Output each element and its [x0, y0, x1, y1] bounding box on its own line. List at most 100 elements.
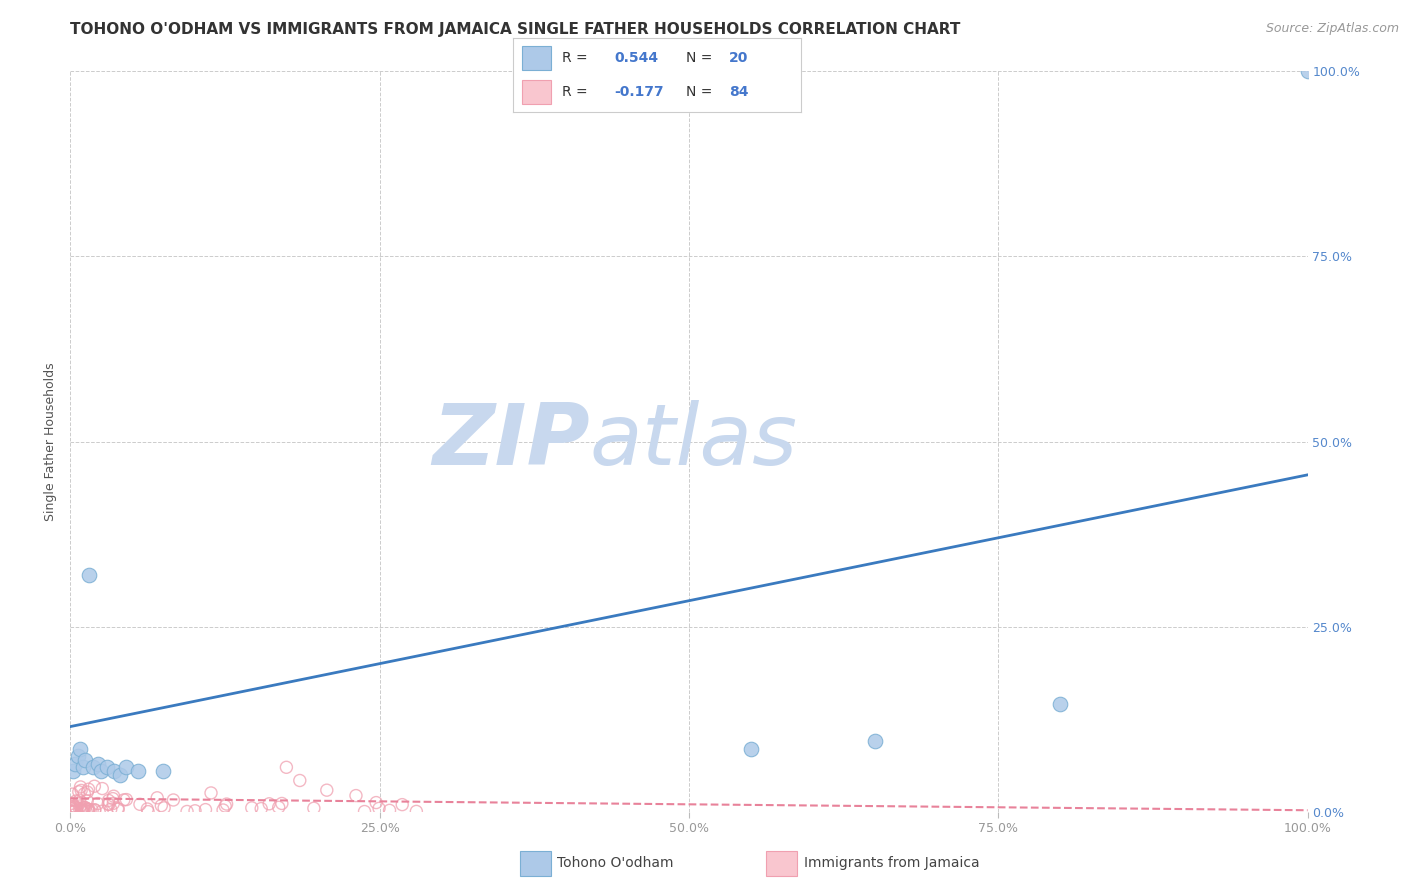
- Point: [378, 803, 401, 817]
- Point: [1296, 64, 1319, 78]
- Point: [152, 764, 174, 778]
- Point: [250, 802, 273, 816]
- Point: [73, 787, 96, 801]
- Point: [405, 805, 427, 819]
- Bar: [522, 45, 551, 70]
- Text: ZIP: ZIP: [432, 400, 591, 483]
- Point: [257, 797, 280, 811]
- Text: R =: R =: [562, 85, 592, 99]
- Point: [176, 805, 198, 819]
- Point: [69, 793, 91, 807]
- Point: [288, 773, 311, 788]
- Point: [240, 801, 263, 815]
- Point: [67, 801, 90, 815]
- Point: [115, 760, 138, 774]
- Point: [214, 799, 236, 814]
- Point: [73, 800, 96, 814]
- Text: -0.177: -0.177: [614, 85, 664, 99]
- Point: [62, 804, 84, 818]
- Point: [69, 799, 91, 814]
- Point: [212, 803, 235, 817]
- Point: [150, 798, 173, 813]
- Point: [194, 803, 217, 817]
- Point: [82, 803, 104, 817]
- Point: [146, 790, 169, 805]
- Point: [103, 764, 125, 778]
- Point: [77, 802, 100, 816]
- Point: [60, 801, 83, 815]
- Point: [83, 803, 105, 817]
- Point: [184, 804, 207, 818]
- Point: [315, 783, 337, 797]
- Point: [65, 802, 87, 816]
- Point: [75, 804, 97, 818]
- Point: [90, 764, 112, 778]
- Point: [60, 797, 83, 811]
- Point: [391, 797, 413, 812]
- Point: [76, 794, 98, 808]
- Text: TOHONO O'ODHAM VS IMMIGRANTS FROM JAMAICA SINGLE FATHER HOUSEHOLDS CORRELATION C: TOHONO O'ODHAM VS IMMIGRANTS FROM JAMAIC…: [70, 22, 960, 37]
- Point: [101, 791, 124, 805]
- Point: [153, 801, 176, 815]
- Point: [70, 804, 93, 818]
- Point: [353, 805, 375, 819]
- Point: [60, 802, 83, 816]
- Point: [103, 789, 125, 804]
- Point: [77, 804, 100, 818]
- Point: [96, 760, 118, 774]
- Point: [65, 794, 87, 808]
- Point: [267, 800, 290, 814]
- Point: [344, 789, 367, 803]
- Point: [63, 805, 86, 819]
- Point: [86, 756, 108, 771]
- Point: [83, 803, 105, 817]
- Text: 20: 20: [730, 51, 749, 65]
- Point: [63, 804, 86, 818]
- Point: [276, 760, 298, 774]
- Point: [115, 792, 138, 806]
- Point: [366, 796, 388, 810]
- Point: [62, 805, 84, 819]
- Point: [215, 797, 238, 811]
- Point: [200, 786, 222, 800]
- Text: R =: R =: [562, 51, 592, 65]
- Point: [65, 799, 87, 814]
- Point: [83, 779, 105, 793]
- Text: N =: N =: [686, 85, 717, 99]
- Point: [73, 800, 96, 814]
- Point: [368, 801, 391, 815]
- Point: [103, 797, 125, 811]
- Point: [91, 804, 114, 818]
- Point: [863, 734, 886, 748]
- Point: [77, 782, 100, 797]
- Bar: [522, 80, 551, 104]
- Point: [97, 793, 120, 807]
- Point: [72, 802, 94, 816]
- Point: [75, 753, 97, 767]
- Point: [66, 749, 89, 764]
- Point: [91, 781, 114, 796]
- Text: 84: 84: [730, 85, 749, 99]
- Point: [75, 801, 97, 815]
- Point: [270, 797, 292, 811]
- Point: [70, 783, 93, 797]
- Point: [112, 793, 135, 807]
- Point: [740, 741, 762, 756]
- Point: [129, 797, 152, 812]
- Point: [70, 802, 93, 816]
- Point: [60, 800, 83, 814]
- Y-axis label: Single Father Households: Single Father Households: [44, 362, 58, 521]
- Point: [70, 804, 93, 818]
- Point: [127, 764, 149, 778]
- Point: [162, 793, 184, 807]
- Point: [98, 797, 121, 812]
- Point: [136, 802, 159, 816]
- Point: [107, 802, 129, 816]
- Point: [72, 760, 94, 774]
- Point: [69, 741, 91, 756]
- Point: [76, 802, 98, 816]
- Point: [65, 756, 87, 771]
- Point: [60, 787, 83, 801]
- Text: Source: ZipAtlas.com: Source: ZipAtlas.com: [1265, 22, 1399, 36]
- Point: [62, 764, 84, 778]
